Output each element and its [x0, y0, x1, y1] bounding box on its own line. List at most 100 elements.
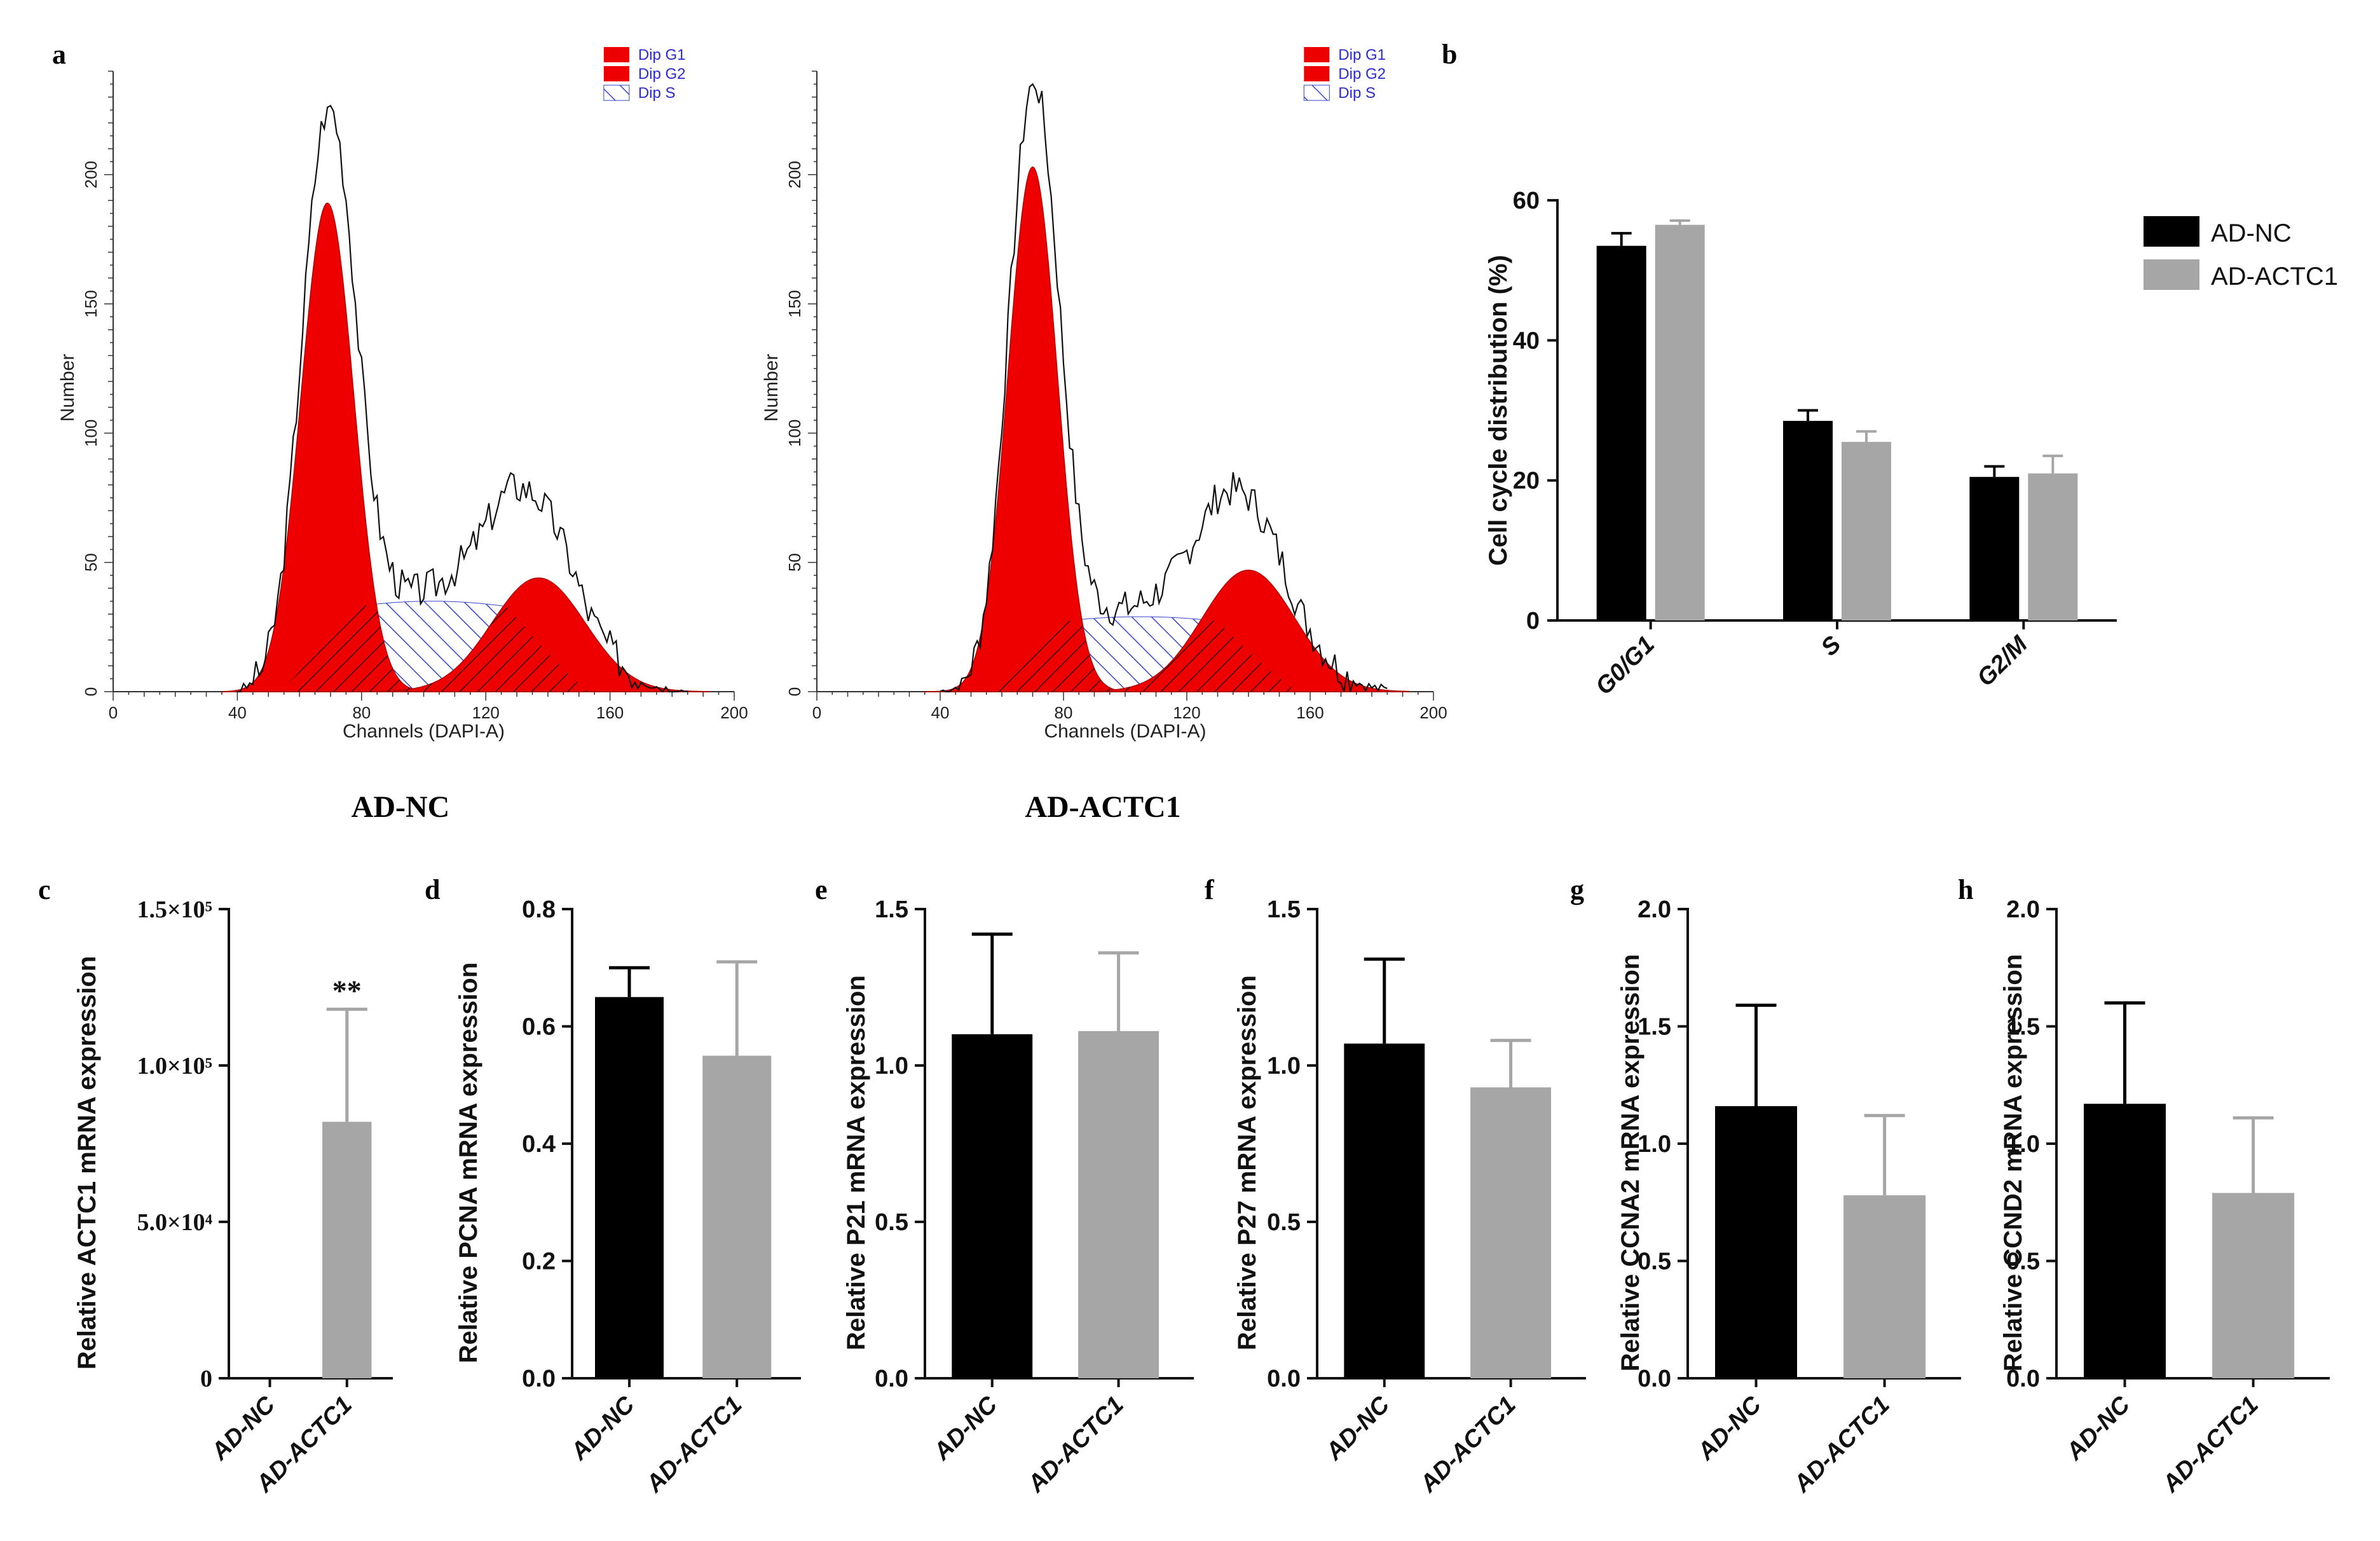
legend-label: Dip S: [638, 85, 676, 102]
bar-ad-actc1: [322, 1121, 372, 1378]
panel-label: b: [1442, 39, 1457, 70]
s-overlap-hatch: [221, 604, 709, 692]
y-tick-label: 0: [200, 1366, 212, 1392]
bar-ad-actc1: [2028, 473, 2078, 620]
bar-ad-actc1: [1078, 1031, 1159, 1378]
y-tick-label: 0.0: [1638, 1366, 1671, 1392]
bar-ad-nc: [1969, 477, 2020, 620]
legend-label: Dip S: [1338, 85, 1376, 102]
y-tick-label: 0.0: [2006, 1366, 2040, 1392]
legend-swatch: [2144, 259, 2199, 290]
y-tick-label: 0.4: [522, 1131, 556, 1158]
g1-peak-area: [924, 166, 1409, 692]
panel-label: f: [1205, 874, 1215, 905]
x-tick-label: AD-ACTC1: [1788, 1392, 1895, 1498]
y-axis-title: Relative ACTC1 mRNA expression: [73, 956, 101, 1370]
s-overlap-hatch: [924, 619, 1409, 692]
y-tick-label: 1.5: [1638, 1014, 1671, 1041]
y-tick-label: 0.6: [522, 1014, 556, 1041]
x-tick-label: AD-NC: [928, 1391, 1002, 1465]
y-tick-label: 1.0: [1267, 1053, 1301, 1079]
y-tick-label: 1.0: [2006, 1131, 2040, 1158]
bar-chart-f: f 0.0 0.5 1.0 1.5 Relative P27 mRNA expressio…: [1205, 874, 1586, 1498]
legend-label: Dip G1: [638, 46, 686, 64]
condition-title: AD-ACTC1: [1025, 790, 1180, 824]
y-tick-label: 1.5: [1267, 896, 1301, 923]
x-tick-label: AD-ACTC1: [641, 1392, 748, 1498]
y-tick-label: 50: [785, 553, 804, 572]
y-axis-title: Number: [57, 354, 78, 422]
histogram-outline: [237, 104, 688, 693]
x-tick-label: 120: [1173, 703, 1200, 722]
y-tick-label: 150: [81, 290, 100, 317]
x-tick-label: AD-ACTC1: [1022, 1392, 1129, 1498]
y-tick-label: 0.5: [1267, 1209, 1301, 1236]
bar-ad-actc1: [1842, 442, 1891, 620]
bar-ad-actc1: [702, 1055, 772, 1378]
y-tick-label: 0.5: [875, 1209, 908, 1236]
y-tick-label: 100: [785, 420, 804, 447]
flow-histogram-a2: 0 40 80 120 160 200 0 50 100 150 200 Channels (DAPI…: [761, 46, 1447, 824]
x-tick-label: G0/G1: [1590, 631, 1660, 701]
bar-ad-nc: [2084, 1104, 2166, 1378]
legend-swatch: [603, 66, 629, 81]
y-tick-label: 100: [81, 420, 100, 447]
bar-chart-c: c 0 5.0×10⁴ 1.0×10⁵ 1.5×10⁵ Relative ACTC1 mR…: [38, 874, 393, 1498]
y-tick-label: 20: [1513, 468, 1540, 495]
y-tick-label: 40: [1513, 327, 1540, 354]
x-tick-label: G2/M: [1972, 631, 2033, 692]
y-tick-label: 0: [1526, 608, 1540, 634]
y-tick-label: 0: [81, 687, 100, 696]
histogram-outline: [940, 83, 1388, 693]
x-tick-label: AD-NC: [1320, 1391, 1395, 1465]
legend-swatch: [1304, 66, 1330, 81]
x-tick-label: 120: [472, 703, 500, 722]
bar-ad-nc: [1715, 1106, 1797, 1378]
x-tick-label: 40: [931, 703, 950, 722]
y-tick-label: 1.0: [875, 1053, 908, 1079]
bar-ad-actc1: [1655, 224, 1705, 621]
y-tick-label: 200: [81, 161, 100, 188]
flow-histogram-a1: a 0 40 80 120 160 200 0 50 100 150 200 Channels (DAP…: [52, 39, 748, 824]
x-tick-label: AD-NC: [565, 1391, 639, 1465]
condition-title: AD-NC: [352, 790, 450, 824]
x-axis-title: Channels (DAPI-A): [1044, 721, 1206, 742]
bar-chart-e: e 0.0 0.5 1.0 1.5 Relative P21 mRNA expressio…: [815, 874, 1194, 1498]
y-tick-label: 0.2: [522, 1249, 556, 1275]
legend-label: AD-NC: [2211, 219, 2292, 247]
legend-label: Dip G1: [1338, 46, 1386, 64]
x-tick-label: 0: [109, 703, 118, 722]
y-axis-title: Relative CCNA2 mRNA expression: [1617, 954, 1645, 1372]
x-tick-label: AD-ACTC1: [2157, 1392, 2264, 1498]
legend-swatch: [1304, 47, 1330, 62]
y-tick-label: 1.5×10⁵: [137, 896, 212, 923]
y-axis-title: Relative P21 mRNA expression: [842, 975, 870, 1350]
y-axis-title: Relative PCNA mRNA expression: [455, 962, 482, 1364]
x-tick-label: 0: [812, 703, 821, 722]
y-tick-label: 1.0×10⁵: [137, 1053, 212, 1079]
x-tick-label: AD-ACTC1: [1414, 1392, 1521, 1498]
legend-label: Dip G2: [638, 65, 686, 83]
bar-ad-actc1: [1470, 1087, 1552, 1378]
bar-chart-b: b 0 20 40 60 Cell cycle distribution (%) G0/G1…: [1442, 39, 2338, 701]
y-tick-label: 2.0: [1638, 896, 1671, 923]
y-tick-label: 1.5: [875, 896, 908, 923]
x-tick-label: 160: [596, 703, 624, 722]
bar-ad-actc1: [1843, 1195, 1926, 1378]
x-tick-label: 80: [1055, 703, 1073, 722]
y-tick-label: 50: [81, 553, 100, 572]
y-tick-label: 0.0: [1267, 1366, 1301, 1392]
x-tick-label: 80: [352, 703, 371, 722]
y-tick-label: 0.8: [522, 896, 556, 923]
x-tick-label: AD-NC: [1692, 1391, 1767, 1465]
x-tick-label: AD-NC: [2061, 1391, 2135, 1465]
x-axis-title: Channels (DAPI-A): [343, 721, 505, 742]
y-tick-label: 5.0×10⁴: [137, 1209, 212, 1236]
panel-label: g: [1570, 874, 1584, 905]
y-tick-label: 0.5: [2006, 1249, 2040, 1275]
legend-swatch: [603, 47, 629, 62]
legend-label: Dip G2: [1338, 65, 1386, 83]
y-tick-label: 0.0: [875, 1366, 908, 1392]
x-tick-label: 200: [1419, 703, 1447, 722]
